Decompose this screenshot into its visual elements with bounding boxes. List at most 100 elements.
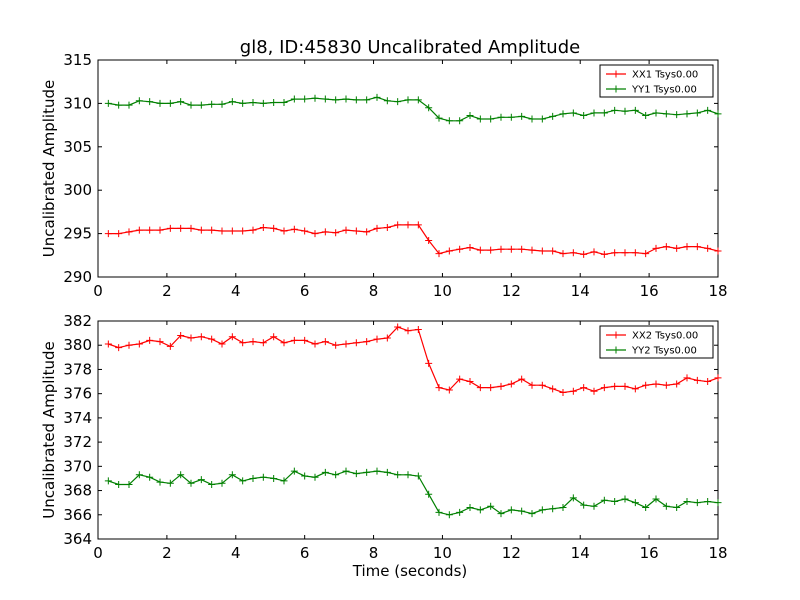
data-point	[249, 474, 257, 482]
data-point	[590, 502, 598, 510]
data-point	[662, 381, 670, 389]
data-point	[383, 468, 391, 476]
figure-title: gl8, ID:45830 Uncalibrated Amplitude	[240, 37, 580, 58]
data-point	[507, 113, 515, 121]
data-point	[373, 93, 381, 101]
data-point	[177, 224, 185, 232]
data-point	[621, 382, 629, 390]
data-point	[435, 250, 443, 258]
data-point	[394, 471, 402, 479]
data-point	[487, 384, 495, 392]
data-point	[590, 387, 598, 395]
data-point	[166, 342, 174, 350]
data-point	[218, 340, 226, 348]
data-point	[166, 224, 174, 232]
data-point	[549, 385, 557, 393]
data-point	[414, 96, 422, 104]
data-point	[611, 382, 619, 390]
data-point	[104, 99, 112, 107]
data-point	[476, 506, 484, 514]
x-tick-label: 8	[369, 544, 379, 562]
data-point	[476, 246, 484, 254]
data-point	[652, 380, 660, 388]
series-yy1	[104, 93, 722, 125]
data-point	[404, 471, 412, 479]
data-point	[332, 471, 340, 479]
x-tick-label: 8	[369, 282, 379, 300]
data-point	[559, 388, 567, 396]
series-xx2	[104, 323, 722, 396]
data-point	[693, 376, 701, 384]
y-axis-label: Uncalibrated Amplitude	[40, 341, 58, 518]
data-point	[342, 340, 350, 348]
data-point	[518, 507, 526, 515]
x-tick-label: 2	[162, 282, 172, 300]
x-tick-label: 16	[640, 282, 659, 300]
data-point	[445, 247, 453, 255]
data-point	[342, 467, 350, 475]
data-point	[104, 340, 112, 348]
legend-marker	[612, 85, 620, 93]
data-point	[125, 481, 133, 488]
data-point	[559, 250, 567, 258]
x-tick-label: 10	[433, 282, 452, 300]
data-point	[714, 374, 722, 382]
x-tick-label: 2	[162, 544, 172, 562]
data-point	[363, 468, 371, 476]
data-point	[104, 477, 112, 485]
data-point	[714, 110, 722, 118]
legend: XX1 Tsys0.00 YY1 Tsys0.00	[599, 64, 714, 98]
data-point	[528, 510, 536, 518]
data-point	[559, 110, 567, 118]
y-tick-label: 372	[63, 433, 92, 451]
data-point	[569, 494, 577, 502]
y-tick-label: 364	[63, 530, 92, 548]
data-point	[507, 506, 515, 514]
y-tick-label: 376	[63, 385, 92, 403]
data-point	[631, 385, 639, 393]
y-tick-label: 310	[63, 94, 92, 112]
data-point	[311, 94, 319, 102]
data-point	[208, 100, 216, 108]
data-point	[518, 112, 526, 120]
data-point	[435, 508, 443, 516]
data-point	[569, 109, 577, 117]
data-point	[611, 249, 619, 257]
x-tick-label: 10	[433, 544, 452, 562]
x-tick-label: 12	[502, 544, 521, 562]
data-point	[352, 227, 360, 235]
data-point	[621, 495, 629, 503]
data-point	[621, 107, 629, 115]
y-tick-label: 382	[63, 312, 92, 330]
data-point	[187, 479, 195, 487]
data-point	[714, 499, 722, 507]
data-point	[683, 110, 691, 118]
y-tick-label: 295	[63, 225, 92, 243]
data-point	[301, 95, 309, 103]
data-point	[497, 245, 505, 253]
data-point	[683, 497, 691, 505]
x-tick-label: 16	[640, 544, 659, 562]
data-point	[580, 112, 588, 120]
data-point	[456, 375, 464, 383]
data-point	[600, 384, 608, 392]
y-tick-label: 305	[63, 138, 92, 156]
data-point	[290, 95, 298, 103]
data-point	[115, 344, 123, 352]
data-point	[704, 497, 712, 505]
data-point	[177, 98, 185, 106]
data-point	[239, 99, 247, 107]
legend-entry-label: YY2 Tsys0.00	[631, 346, 697, 357]
data-point	[290, 225, 298, 233]
data-point	[239, 339, 247, 347]
data-point	[549, 505, 557, 513]
data-point	[228, 98, 236, 106]
data-point	[394, 98, 402, 106]
data-point	[218, 227, 226, 235]
data-point	[125, 101, 133, 109]
data-point	[466, 112, 474, 120]
data-point	[404, 327, 412, 335]
data-point	[363, 96, 371, 104]
data-point	[352, 339, 360, 347]
data-point	[363, 228, 371, 236]
